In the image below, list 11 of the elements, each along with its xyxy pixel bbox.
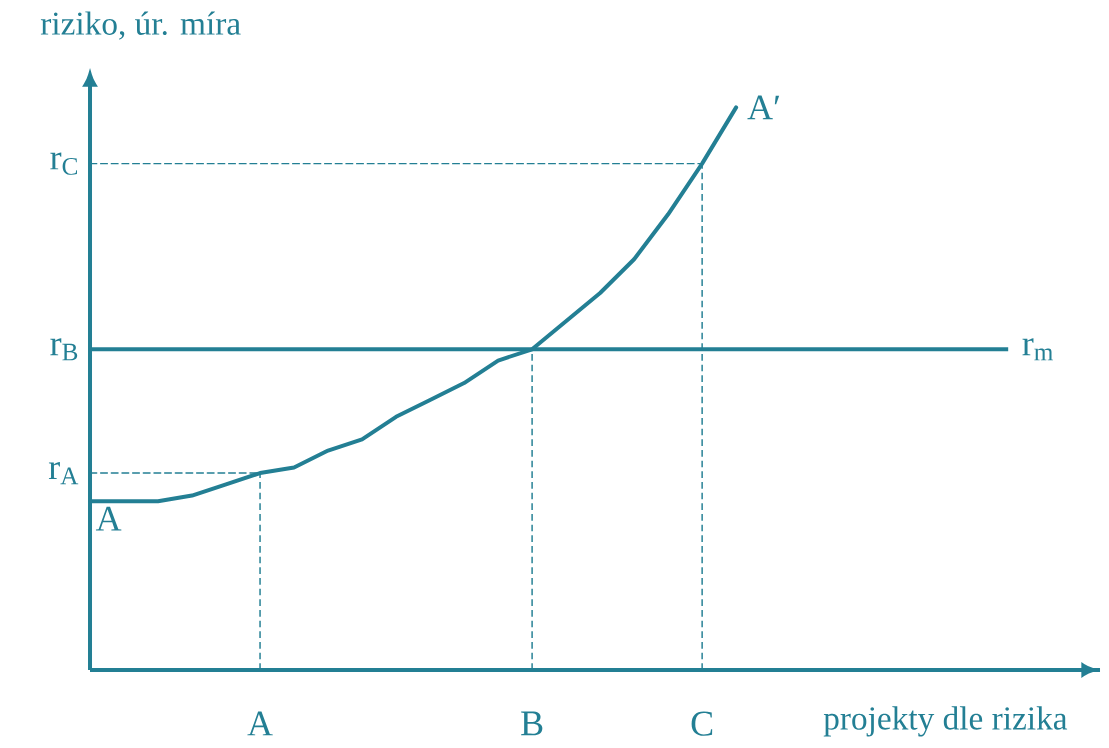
series-label: r$_{C}$ (50, 152, 78, 175)
ref-line-label: r$_{B}$ (50, 338, 78, 361)
series-label: r$_{A}$ (48, 461, 79, 485)
x-tick-label: B (521, 711, 543, 736)
text: r$_{m}$ (1022, 338, 1053, 361)
x-axis-title: projekty dle rizika (823, 706, 1068, 737)
annotation: A′ (747, 95, 780, 120)
y-axis-title: riziko, úr. míra (40, 11, 241, 40)
x-tick-label: A (247, 711, 273, 736)
annotation: A (95, 506, 122, 531)
x-tick-label: C (691, 711, 713, 736)
